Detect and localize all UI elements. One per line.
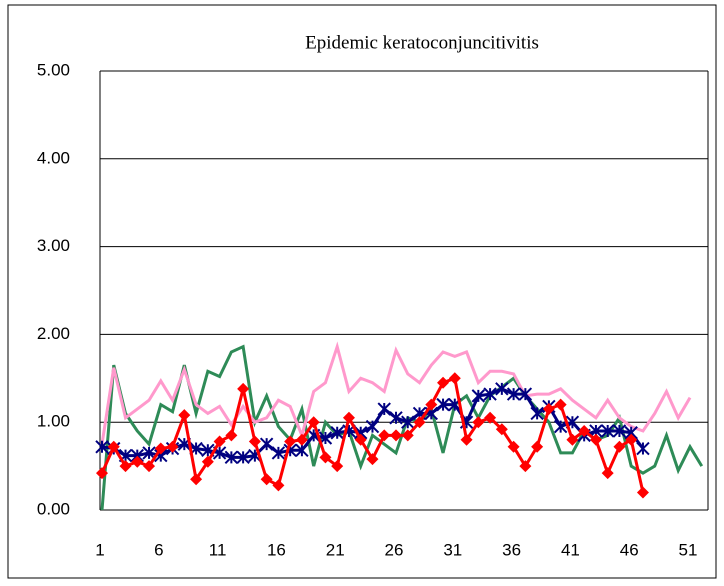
diamond-marker [566,433,579,446]
diamond-marker [143,460,156,473]
x-tick-label: 6 [154,540,163,559]
diamond-marker [413,416,426,429]
asterisk-marker [224,450,239,465]
asterisk-marker [495,382,509,396]
diamond-marker [201,455,214,468]
asterisk-marker [471,389,486,403]
diamond-marker [578,424,591,437]
asterisk-marker [95,440,109,454]
diamond-marker [190,473,203,486]
x-tick-label: 26 [385,540,404,559]
asterisk-marker [506,387,521,401]
asterisk-marker [365,419,380,434]
diamond-marker [342,411,355,424]
diamond-marker [319,451,332,464]
diamond-marker [295,433,308,446]
diamond-marker [131,455,144,468]
asterisk-marker [530,406,544,421]
diamond-marker [237,382,250,395]
y-tick-label: 4.00 [37,148,70,167]
asterisk-marker [518,387,533,401]
x-tick-label: 36 [502,540,521,559]
x-tick-label: 46 [620,540,639,559]
x-tick-label: 1 [95,540,104,559]
diamond-marker [425,398,438,411]
chart-frame [7,4,717,579]
diamond-marker [378,429,391,442]
y-tick-label: 2.00 [37,324,70,343]
diamond-marker [331,460,344,473]
diamond-marker [448,372,461,385]
x-tick-label: 16 [267,540,286,559]
diamond-marker [460,433,473,446]
asterisk-marker [553,419,568,434]
y-tick-label: 0.00 [37,499,70,518]
diamond-marker [484,411,497,424]
diamond-marker [601,467,614,480]
diamond-marker [507,440,520,453]
diamond-marker [519,460,532,473]
diamond-marker [307,416,320,429]
diamond-marker [401,429,414,442]
diamond-marker [107,440,120,453]
asterisk-marker [236,450,250,465]
asterisk-marker [636,441,650,456]
series-line [100,341,692,445]
diamond-marker [625,433,638,446]
diamond-marker [354,433,367,446]
diamond-marker [636,486,649,499]
asterisk-marker [271,446,286,460]
asterisk-marker [259,437,274,451]
diamond-marker [225,429,238,442]
asterisk-marker [389,411,403,425]
diamond-marker [390,429,403,442]
diamond-marker [472,416,485,429]
asterisk-marker [142,446,156,460]
diamond-marker [495,423,508,436]
diamond-marker [260,473,273,486]
y-tick-label: 3.00 [37,236,70,255]
diamond-marker [437,376,450,389]
diamond-marker [589,433,602,446]
diamond-marker [96,467,108,480]
x-tick-label: 21 [326,540,345,559]
diamond-marker [366,453,379,466]
asterisk-marker [330,426,344,440]
asterisk-marker [436,397,450,412]
asterisk-marker [377,402,391,416]
diamond-marker [613,440,626,453]
x-tick-label: 41 [561,540,580,559]
chart-title: Epidemic keratoconjuncitivitis [305,32,539,53]
diamond-marker [119,460,132,473]
diamond-marker [213,435,226,448]
asterisk-marker [401,415,415,429]
diamond-marker [554,398,567,411]
diamond-marker [284,435,297,448]
diamond-marker [248,435,261,448]
diamond-marker [166,440,179,453]
asterisk-marker [600,424,615,438]
diamond-marker [178,409,191,422]
y-tick-label: 1.00 [37,412,70,431]
diamond-marker [542,403,555,416]
asterisk-marker [612,424,627,438]
diamond-marker [154,442,167,455]
x-tick-label: 51 [679,540,698,559]
asterisk-marker [483,387,497,401]
x-tick-label: 11 [209,540,227,559]
y-tick-label: 5.00 [37,60,70,79]
diamond-marker [272,479,285,492]
asterisk-marker [295,443,309,458]
diamond-marker [531,440,544,453]
x-tick-label: 31 [443,540,462,559]
